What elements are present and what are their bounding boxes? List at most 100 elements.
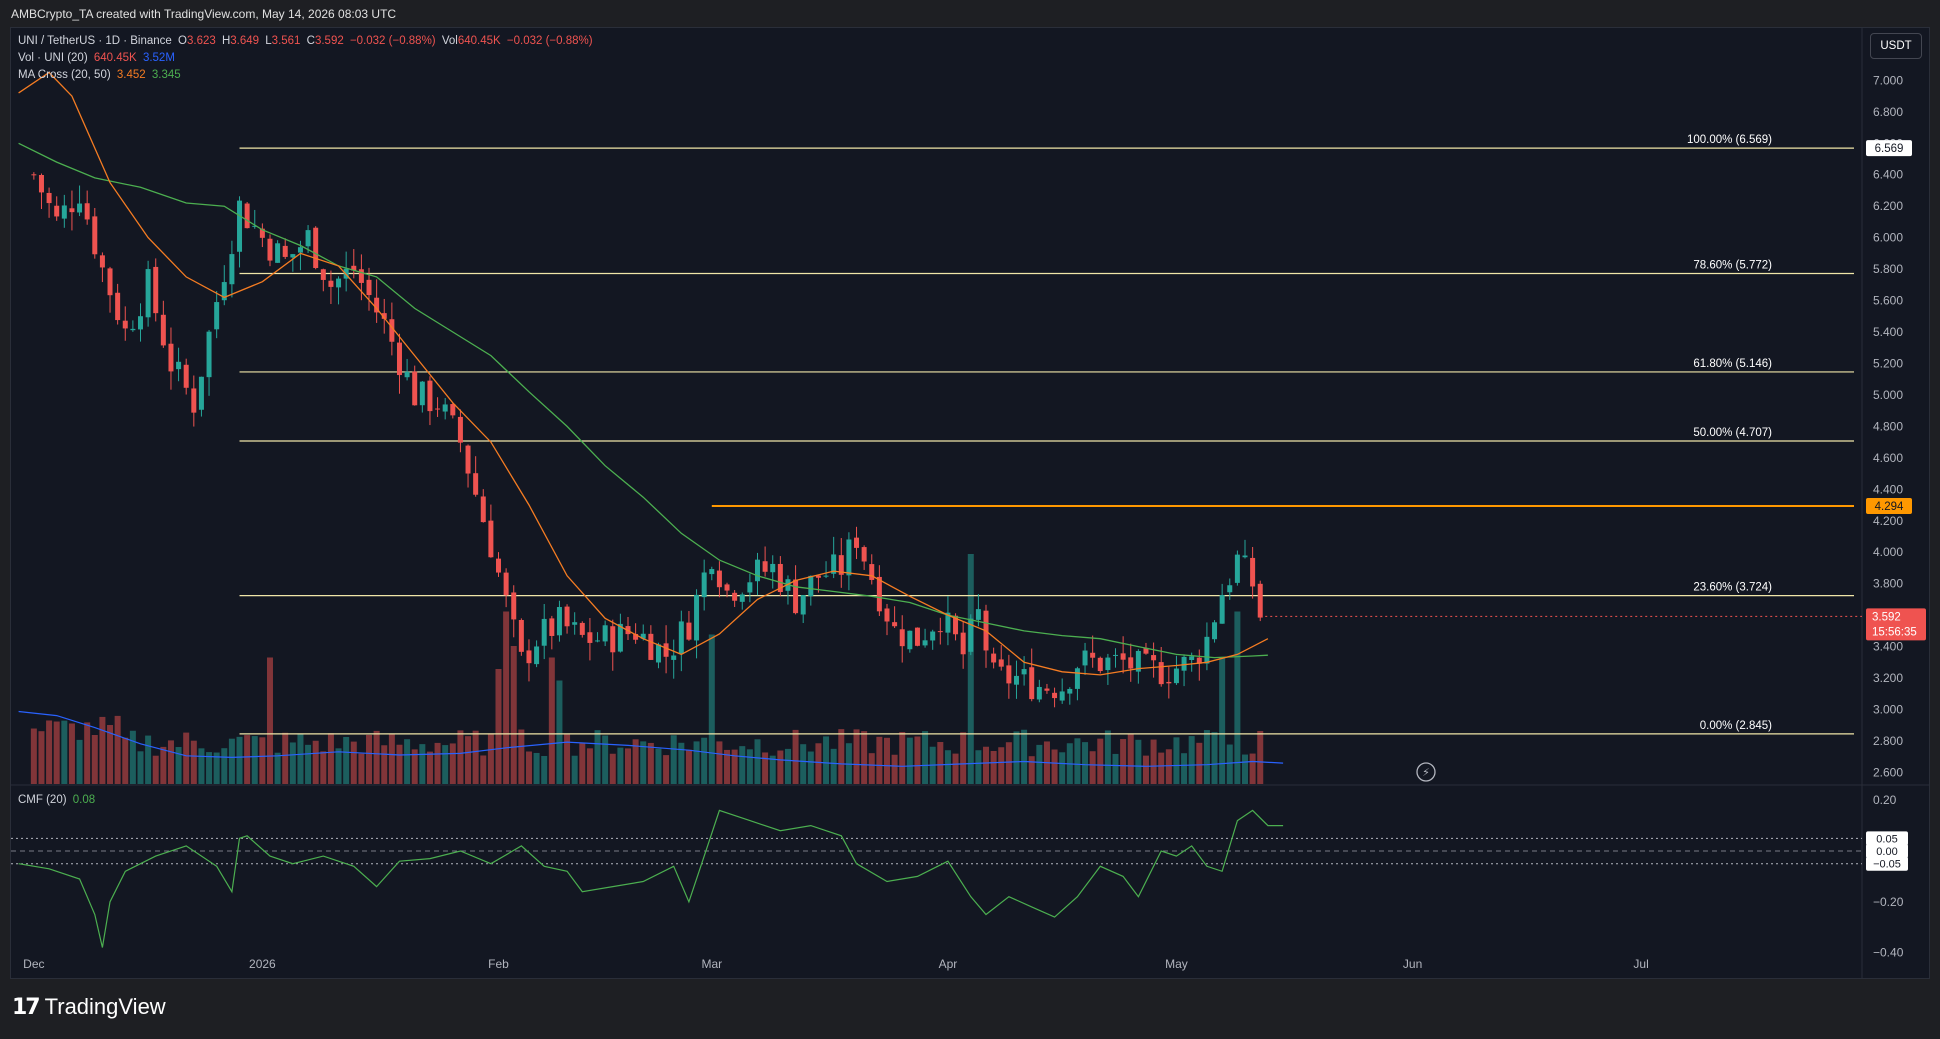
volume-bar bbox=[297, 734, 304, 784]
volume-bar bbox=[30, 728, 37, 784]
volume-bar bbox=[175, 747, 182, 784]
candle-body bbox=[838, 555, 844, 575]
legend-open-label: O bbox=[178, 35, 187, 47]
candle-body bbox=[579, 622, 585, 635]
chart-frame bbox=[10, 27, 1930, 979]
candle-body bbox=[214, 302, 220, 330]
candle-body bbox=[823, 575, 829, 577]
candle-body bbox=[1113, 654, 1119, 656]
fib-level-label: 78.60% (5.772) bbox=[1693, 259, 1772, 271]
volume-bar bbox=[518, 729, 525, 784]
candle-body bbox=[457, 416, 463, 443]
volume-bar bbox=[731, 749, 738, 784]
time-axis-label: 2026 bbox=[249, 957, 276, 971]
volume-bar bbox=[975, 750, 982, 784]
candle-body bbox=[412, 371, 418, 406]
attribution-bar: AMBCrypto_TA created with TradingView.co… bbox=[0, 0, 1940, 27]
candle-body bbox=[488, 520, 494, 558]
cmf-badge bbox=[1866, 844, 1908, 859]
legend-vol-label: Vol bbox=[441, 35, 458, 47]
candle-body bbox=[145, 269, 151, 318]
volume-bar bbox=[655, 748, 662, 784]
candle-body bbox=[31, 174, 37, 176]
volume-bar bbox=[1181, 753, 1188, 784]
candle-body bbox=[930, 631, 936, 641]
candle-body bbox=[381, 313, 387, 319]
candle-body bbox=[168, 343, 174, 372]
candle-body bbox=[427, 380, 433, 412]
volume-bar bbox=[411, 749, 418, 784]
volume-bar bbox=[640, 741, 647, 784]
legend-vol-ind-v1: 640.45K bbox=[93, 52, 137, 64]
tradingview-logo[interactable]: 17 TradingView bbox=[12, 994, 166, 1020]
volume-bar bbox=[1203, 730, 1210, 784]
volume-bar bbox=[213, 752, 220, 784]
volume-bar bbox=[556, 680, 563, 784]
volume-bar bbox=[396, 744, 403, 784]
volume-bar bbox=[1013, 731, 1020, 784]
volume-bar bbox=[937, 742, 944, 784]
volume-bar bbox=[670, 735, 677, 784]
volume-bar bbox=[830, 748, 837, 784]
ma20-line bbox=[18, 71, 1269, 676]
candle-body bbox=[1128, 657, 1134, 669]
volume-bar bbox=[777, 750, 784, 784]
candle-body bbox=[655, 644, 661, 663]
volume-bar bbox=[967, 554, 974, 784]
candle-body bbox=[69, 208, 75, 213]
volume-bar bbox=[510, 646, 517, 784]
volume-bar bbox=[1135, 739, 1142, 784]
volume-bar bbox=[647, 742, 654, 784]
legend-main[interactable]: UNI / TetherUS · 1D · Binance O3.623 H3.… bbox=[18, 35, 596, 47]
footer bbox=[0, 980, 1940, 1039]
volume-bar bbox=[998, 747, 1005, 784]
volume-bar bbox=[487, 733, 494, 784]
candle-body bbox=[1257, 583, 1263, 618]
candle-body bbox=[1158, 662, 1164, 685]
candle-body bbox=[153, 266, 159, 314]
cmf-tick-label: −0.20 bbox=[1873, 895, 1904, 909]
currency-button[interactable]: USDT bbox=[1870, 33, 1922, 59]
price-tick-label: 4.200 bbox=[1873, 514, 1903, 528]
candle-body bbox=[1219, 595, 1225, 624]
legend-volume[interactable]: Vol · UNI (20) 640.45K 3.52M bbox=[18, 52, 178, 64]
cmf-badge-label: 0.05 bbox=[1876, 833, 1897, 845]
price-tick-label: 5.200 bbox=[1873, 356, 1903, 370]
candle-body bbox=[244, 203, 250, 229]
legend-ma[interactable]: MA Cross (20, 50) 3.452 3.345 bbox=[18, 69, 184, 81]
volume-bar bbox=[625, 748, 631, 784]
volume-bar bbox=[1036, 744, 1043, 784]
candle-body bbox=[229, 254, 235, 285]
candle-body bbox=[777, 563, 783, 593]
candle-body bbox=[922, 640, 928, 646]
volume-bar bbox=[693, 741, 700, 784]
candle-body bbox=[1166, 681, 1172, 684]
volume-bar bbox=[320, 751, 327, 784]
volume-bar bbox=[685, 749, 692, 784]
cmf-badge-label: 0.00 bbox=[1876, 846, 1897, 858]
volume-bar bbox=[739, 746, 746, 784]
volume-bar bbox=[53, 721, 60, 784]
candle-body bbox=[671, 655, 677, 660]
price-tick-label: 6.800 bbox=[1873, 105, 1903, 119]
candle-body bbox=[808, 575, 814, 597]
candle-body bbox=[115, 292, 121, 321]
volume-ma-line bbox=[18, 710, 1284, 767]
candle-body bbox=[206, 331, 212, 378]
legend-vol-ind: Vol · UNI (20) bbox=[18, 52, 88, 64]
candle-body bbox=[328, 280, 334, 287]
volume-bar bbox=[1211, 732, 1218, 784]
candle-body bbox=[1097, 657, 1103, 672]
candle-body bbox=[846, 539, 852, 576]
volume-bar bbox=[114, 715, 121, 784]
price-tick-label: 5.600 bbox=[1873, 294, 1903, 308]
volume-bar bbox=[404, 739, 411, 784]
volume-bar bbox=[84, 722, 91, 784]
volume-bar bbox=[305, 744, 312, 784]
fib-level-label: 61.80% (5.146) bbox=[1693, 358, 1772, 370]
volume-bar bbox=[678, 742, 685, 784]
candle-body bbox=[267, 238, 273, 261]
candle-body bbox=[404, 371, 410, 378]
legend-cmf[interactable]: CMF (20) 0.08 bbox=[18, 794, 98, 806]
